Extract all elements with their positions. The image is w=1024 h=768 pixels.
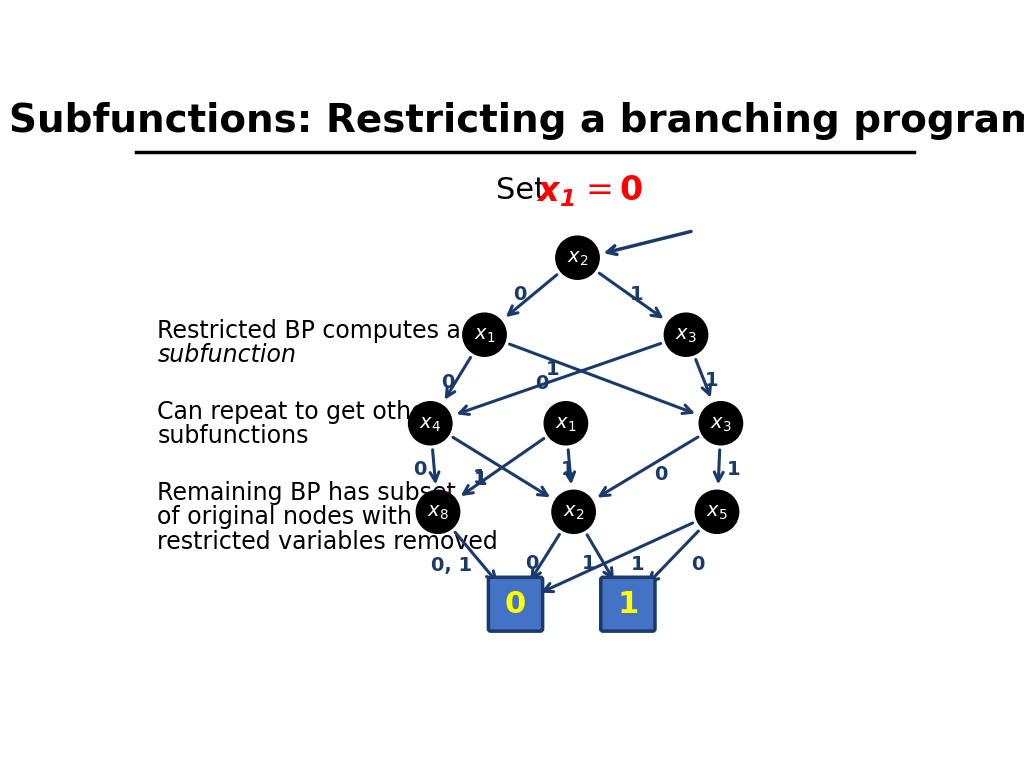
Text: $x_5$: $x_5$ [707,503,728,522]
Text: Restricted BP computes a: Restricted BP computes a [158,319,462,343]
Circle shape [409,402,452,445]
Text: $x_1$: $x_1$ [555,415,577,433]
Text: 0: 0 [413,460,426,479]
Text: 1: 1 [474,470,487,489]
Text: $\bfit{x}_1$: $\bfit{x}_1$ [537,176,575,209]
Text: 1: 1 [630,285,643,304]
Text: $x_2$: $x_2$ [567,249,588,268]
Text: $x_4$: $x_4$ [419,415,441,433]
Text: 1: 1 [583,554,596,573]
Circle shape [544,402,588,445]
Text: $= \mathbf{0}$: $= \mathbf{0}$ [579,174,644,207]
Text: of original nodes with: of original nodes with [158,505,413,529]
Text: 1: 1 [705,371,719,389]
Text: restricted variables removed: restricted variables removed [158,530,499,554]
Text: $x_2$: $x_2$ [563,503,585,522]
Text: $x_8$: $x_8$ [427,503,449,522]
FancyBboxPatch shape [488,578,543,631]
Text: 1: 1 [473,468,486,487]
Text: Can repeat to get other: Can repeat to get other [158,399,436,424]
Text: subfunction: subfunction [158,343,297,368]
Text: 0: 0 [513,285,526,304]
Text: $x_1$: $x_1$ [474,326,496,345]
Text: $x_3$: $x_3$ [675,326,696,345]
Text: 0: 0 [525,554,539,573]
Text: Remaining BP has subset: Remaining BP has subset [158,481,457,505]
Text: 1: 1 [560,460,574,479]
Text: Subfunctions: Restricting a branching program: Subfunctions: Restricting a branching pr… [9,102,1024,141]
Text: 0: 0 [505,591,526,620]
Text: 0: 0 [441,373,455,392]
Text: 0: 0 [536,374,549,392]
Text: 1: 1 [727,460,740,479]
Text: subfunctions: subfunctions [158,425,309,449]
Text: Set: Set [496,176,546,205]
FancyBboxPatch shape [601,578,655,631]
Text: 0, 1: 0, 1 [431,556,472,575]
Text: 0: 0 [654,465,668,485]
Text: 1: 1 [546,360,559,379]
Text: 0: 0 [691,555,705,574]
Text: 1: 1 [631,555,644,574]
Text: $x_3$: $x_3$ [710,415,732,433]
Circle shape [552,490,595,533]
Text: 1: 1 [617,591,639,620]
Circle shape [463,313,506,356]
Circle shape [665,313,708,356]
Circle shape [417,490,460,533]
Circle shape [699,402,742,445]
Circle shape [556,236,599,280]
Circle shape [695,490,738,533]
